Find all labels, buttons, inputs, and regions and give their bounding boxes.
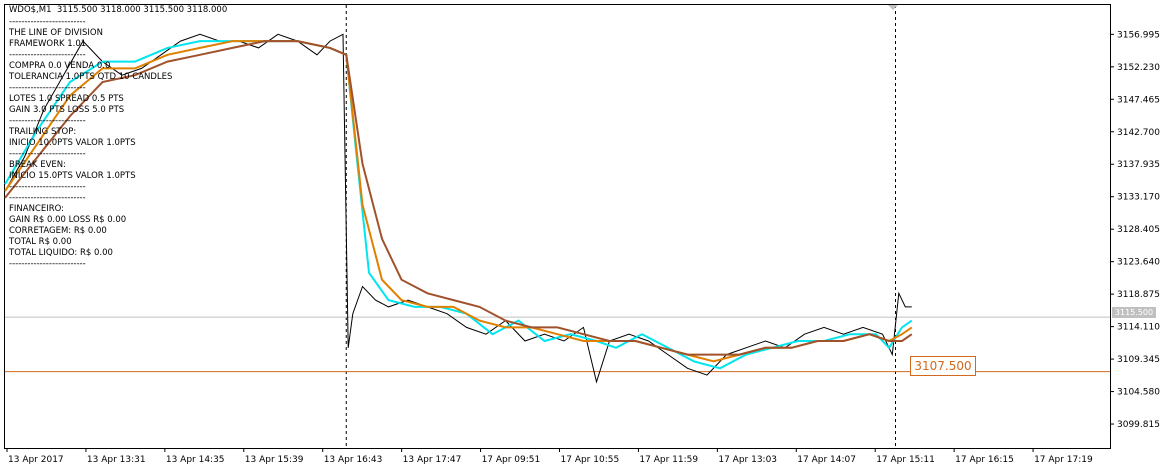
panel-line: TOTAL R$ 0.00: [9, 237, 72, 247]
panel-line: TOLERANCIA 1.0PTS QTD 10 CANDLES: [9, 72, 173, 82]
panel-line: FRAMEWORK 1.01: [9, 39, 87, 49]
panel-line: -------------------------: [9, 259, 86, 269]
y-tick-label: 3156.995: [1117, 30, 1160, 40]
y-tick-label: 3118.875: [1117, 290, 1160, 300]
panel-line: -------------------------: [9, 17, 86, 27]
x-tick-label: 17 Apr 16:15: [955, 455, 1014, 465]
y-tick-label: 3114.110: [1117, 323, 1160, 333]
x-tick-label: 13 Apr 2017: [8, 455, 64, 465]
panel-line: INICIO 15.0PTS VALOR 1.0PTS: [9, 171, 136, 181]
x-tick-label: 17 Apr 17:19: [1034, 455, 1093, 465]
series-layer: [4, 33, 913, 384]
x-tick-label: 17 Apr 15:11: [876, 455, 935, 465]
division-line-label[interactable]: 3107.500: [910, 356, 976, 376]
panel-line: GAIN R$ 0.00 LOSS R$ 0.00: [9, 215, 127, 225]
y-axis-labels: 3156.995 3152.230 3147.465 3142.700 3137.935…: [1110, 30, 1160, 430]
y-tick-label: 3123.640: [1117, 258, 1160, 268]
x-tick-label: 17 Apr 14:07: [797, 455, 856, 465]
x-tick-label: 13 Apr 16:43: [324, 455, 383, 465]
x-tick-label: 17 Apr 13:03: [718, 455, 777, 465]
series-ma_fast: [4, 40, 913, 370]
panel-line: INICIO 10.0PTS VALOR 1.0PTS: [9, 138, 136, 148]
y-tick-label: 3133.170: [1117, 193, 1160, 203]
current-price-marker: 3115.500: [1112, 307, 1156, 318]
panel-line: CORRETAGEM: R$ 0.00: [9, 226, 107, 236]
series-ma_slow: [4, 40, 913, 356]
x-tick-label: 13 Apr 13:31: [87, 455, 146, 465]
x-tick-label: 17 Apr 11:59: [639, 455, 698, 465]
panel-line: -------------------------: [9, 50, 86, 60]
panel-line: -------------------------: [9, 182, 86, 192]
y-tick-label: 3147.465: [1117, 95, 1160, 105]
panel-line: LOTES 1.0 SPREAD 0.5 PTS: [9, 94, 124, 104]
y-tick-label: 3109.345: [1117, 355, 1160, 365]
y-tick-label: 3142.700: [1117, 128, 1160, 138]
info-panel: ------------------------- THE LINE OF DIV…: [9, 17, 172, 270]
x-tick-label: 13 Apr 14:35: [166, 455, 225, 465]
y-tick-label: 3104.580: [1117, 388, 1160, 398]
chart-shift-marker-icon: [888, 5, 898, 10]
x-tick-label: 17 Apr 09:51: [482, 455, 541, 465]
panel-line: BREAK EVEN:: [9, 160, 66, 170]
panel-line: -------------------------: [9, 149, 86, 159]
symbol-info: WDO$,M1 3115.500 3118.000 3115.500 3118.…: [9, 5, 228, 15]
y-tick-label: 3137.935: [1117, 160, 1160, 170]
x-tick-label: 17 Apr 10:55: [561, 455, 620, 465]
panel-line: -------------------------: [9, 83, 86, 93]
y-tick-label: 3128.405: [1117, 225, 1160, 235]
panel-line: COMPRA 0.0 VENDA 0.0: [9, 61, 111, 71]
panel-line: FINANCEIRO:: [9, 204, 65, 214]
x-tick-label: 13 Apr 17:47: [403, 455, 462, 465]
panel-line: -------------------------: [9, 193, 86, 203]
series-price: [4, 33, 912, 384]
panel-line: THE LINE OF DIVISION: [9, 28, 103, 38]
x-axis-labels: 13 Apr 2017 13 Apr 13:31 13 Apr 14:35 13 Ap…: [6, 448, 1093, 465]
panel-line: TOTAL LIQUIDO: R$ 0.00: [9, 248, 113, 258]
x-tick-label: 13 Apr 15:39: [245, 455, 304, 465]
y-tick-label: 3152.230: [1117, 63, 1160, 73]
y-tick-label: 3099.815: [1117, 420, 1160, 430]
panel-line: GAIN 3.0 PTS LOSS 5.0 PTS: [9, 105, 125, 115]
panel-line: -------------------------: [9, 116, 86, 126]
panel-line: TRAILING STOP:: [9, 127, 77, 137]
